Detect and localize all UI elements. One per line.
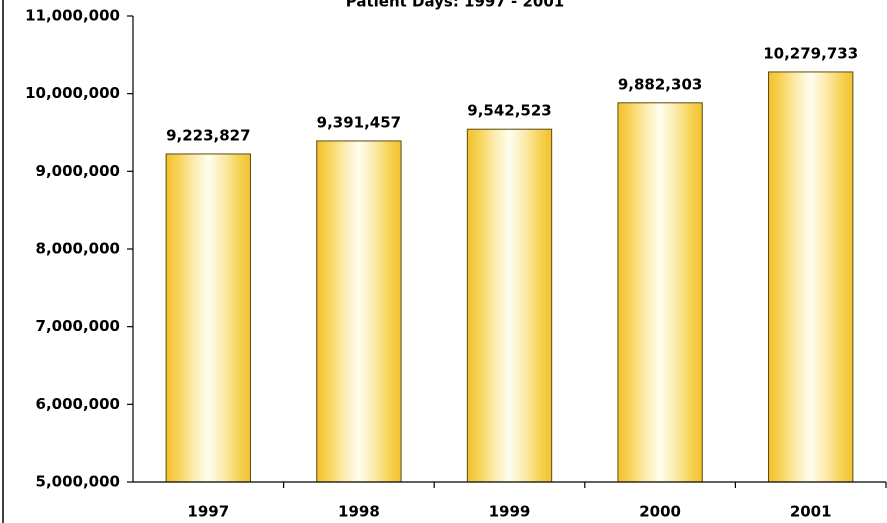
value-label: 9,223,827 — [166, 126, 250, 144]
y-tick-label: 7,000,000 — [36, 317, 120, 335]
x-tick-label: 2001 — [790, 503, 832, 521]
bar — [466, 128, 553, 483]
value-label: 9,391,457 — [317, 113, 401, 131]
x-tick-label: 2000 — [639, 503, 681, 521]
chart-title: Patient Days: 1997 - 2001 — [346, 0, 564, 11]
y-tick-label: 9,000,000 — [36, 162, 120, 180]
y-tick-label: 5,000,000 — [36, 473, 120, 491]
value-label: 9,882,303 — [618, 75, 702, 93]
y-tick-label: 10,000,000 — [25, 84, 120, 102]
y-tick-label: 6,000,000 — [36, 395, 120, 413]
y-tick-label: 8,000,000 — [36, 240, 120, 258]
bar — [768, 71, 854, 483]
value-label: 9,542,523 — [467, 102, 551, 120]
y-tick-label: 11,000,000 — [25, 7, 120, 25]
bar — [617, 102, 703, 483]
value-label: 10,279,733 — [763, 44, 858, 62]
x-tick-label: 1998 — [338, 503, 380, 521]
x-tick-label: 1999 — [489, 503, 531, 521]
bar — [316, 140, 402, 483]
x-tick-label: 1997 — [187, 503, 229, 521]
bar — [165, 153, 251, 483]
